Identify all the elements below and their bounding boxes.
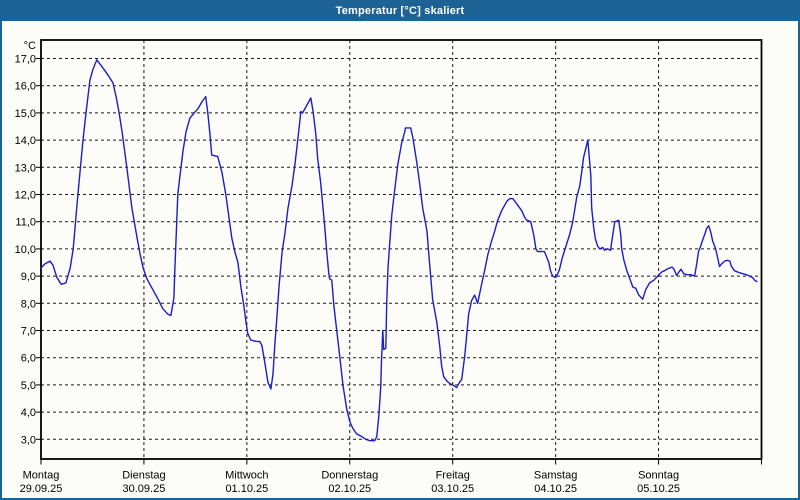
- x-tick-label-weekday: Samstag: [534, 470, 577, 482]
- chart-area: 17,0 16,0 15,0 14,0 13,0 12,0 11,0 10,0 9,0 8,0 7,…: [2, 21, 798, 496]
- y-tick-label: 7,0: [21, 326, 36, 338]
- y-tick-label: 15,0: [15, 108, 36, 120]
- y-tick-label: 9,0: [21, 271, 36, 283]
- x-tick-label-weekday: Sonntag: [638, 470, 679, 482]
- plot-border: [40, 39, 763, 460]
- x-tick-label-weekday: Montag: [23, 470, 60, 482]
- y-tick-label: 16,0: [15, 81, 36, 93]
- x-tick-label-date: 29.09.25: [20, 483, 63, 495]
- y-tick-label: 12,0: [15, 190, 36, 202]
- x-tick-label-weekday: Dienstag: [122, 470, 165, 482]
- x-tick-label-date: 02.10.25: [328, 483, 371, 495]
- x-tick-label-weekday: Mittwoch: [225, 470, 268, 482]
- y-tick-label: 17,0: [15, 54, 36, 66]
- y-axis-unit-label: °C: [24, 40, 36, 52]
- y-tick-label: 11,0: [15, 217, 36, 229]
- window-title: Temperatur [°C] skaliert: [335, 5, 465, 17]
- x-tick-label-date: 01.10.25: [225, 483, 268, 495]
- y-tick-label: 4,0: [21, 407, 36, 419]
- x-tick-label-weekday: Freitag: [436, 470, 470, 482]
- y-tick-label: 6,0: [21, 353, 36, 365]
- x-tick-label-date: 05.10.25: [637, 483, 680, 495]
- window-titlebar[interactable]: Temperatur [°C] skaliert: [2, 2, 798, 21]
- y-tick-label: 3,0: [21, 434, 36, 446]
- temperature-line: [40, 59, 758, 442]
- y-tick-label: 14,0: [15, 135, 36, 147]
- x-tick-label-date: 03.10.25: [431, 483, 474, 495]
- x-tick-label-date: 04.10.25: [534, 483, 577, 495]
- y-tick-label: 5,0: [21, 380, 36, 392]
- y-tick-label: 13,0: [15, 162, 36, 174]
- temperature-chart: 17,0 16,0 15,0 14,0 13,0 12,0 11,0 10,0 9,0 8,0 7,…: [15, 39, 763, 495]
- x-tick-label-date: 30.09.25: [123, 483, 166, 495]
- y-tick-label: 8,0: [21, 298, 36, 310]
- y-tick-label: 10,0: [15, 244, 36, 256]
- x-tick-label-weekday: Donnerstag: [321, 470, 378, 482]
